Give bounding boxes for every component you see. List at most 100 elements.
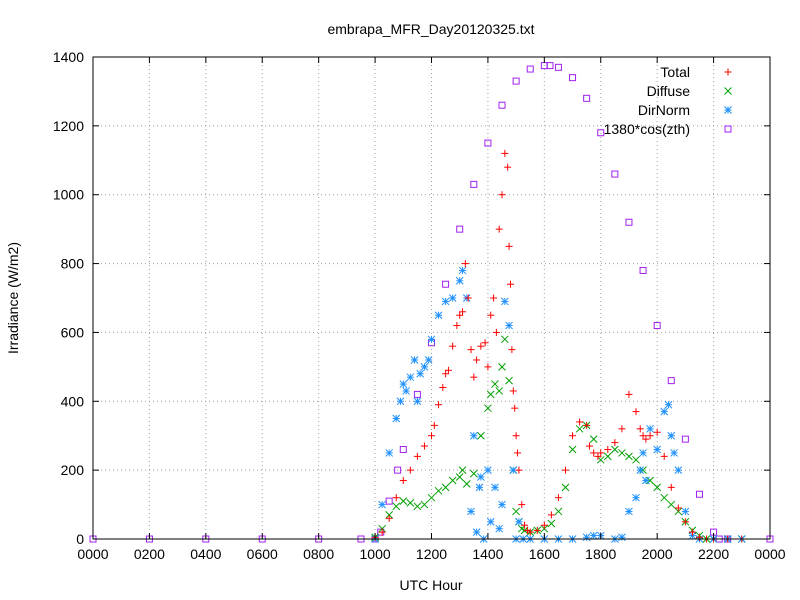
data-point [681,507,690,516]
data-point [435,401,443,409]
data-point [583,94,591,102]
chart-title: embrapa_MFR_Day20120325.txt [327,21,534,37]
data-point [392,502,401,511]
data-point [500,297,509,306]
data-point [477,431,485,440]
data-point [448,476,457,485]
data-point [660,493,669,502]
data-point [688,528,696,536]
legend-label: Total [660,64,690,80]
data-point [413,397,422,406]
data-point [554,507,563,516]
data-point [642,476,650,485]
data-point [399,445,407,453]
data-point [427,493,436,502]
data-point [464,294,472,302]
data-point [667,500,676,509]
data-point [442,280,450,288]
data-point [554,63,562,71]
legend-marker [724,68,732,76]
data-point [484,466,492,474]
data-point [561,466,569,474]
data-point [498,500,506,509]
y-tick-label: 1400 [53,49,84,65]
data-point [399,380,408,388]
data-point [495,387,504,395]
data-point [508,346,516,354]
x-tick-label: 0600 [247,546,278,562]
data-point [569,74,577,82]
data-point [695,533,703,541]
data-point [695,490,703,498]
data-point [582,533,591,542]
data-point [515,466,523,474]
x-tick-label: 0800 [303,546,334,562]
legend-label: DirNorm [638,102,690,118]
data-point [500,335,509,344]
x-tick-label: 1200 [416,546,447,562]
data-point [467,346,475,354]
data-point [498,101,506,109]
legend-label: Diffuse [647,83,691,99]
x-axis-title: UTC Hour [399,577,462,593]
legend-marker [724,125,732,133]
data-point [681,435,689,443]
data-point [660,407,669,416]
data-point [589,435,598,444]
data-point [399,497,408,505]
data-point [625,452,633,461]
data-point [512,507,520,516]
data-point [632,408,640,416]
data-point [653,445,662,454]
data-point [484,139,492,147]
data-point [653,483,662,492]
data-point [568,445,577,454]
data-point [636,466,645,474]
data-point [434,311,443,320]
data-point [430,421,438,429]
data-point [392,414,401,423]
data-point [456,225,464,233]
data-point [618,449,626,457]
data-point [470,180,478,188]
data-point [547,519,556,528]
legend-label: 1380*cos(zth) [604,121,690,137]
data-point [448,294,457,302]
data-point [674,504,682,512]
data-point [611,445,619,454]
x-tick-label: 0000 [77,546,108,562]
data-point [639,449,647,457]
data-point [420,442,428,450]
data-point [484,404,492,413]
data-point [449,342,457,350]
data-point [491,483,499,492]
data-point [453,322,461,330]
data-point [625,390,633,398]
data-point [420,363,429,371]
data-point [569,432,577,440]
data-point [646,432,654,440]
data-point [639,266,647,274]
x-tick-label: 1600 [529,546,560,562]
data-point [540,521,548,529]
data-point [611,170,619,178]
data-point [670,449,678,457]
data-point [410,356,419,364]
data-point [585,442,593,450]
y-axis-title: Irradiance (W/m2) [5,242,21,354]
data-point [646,424,654,433]
data-point [416,369,425,378]
data-point [441,297,450,306]
y-tick-label: 400 [61,393,85,409]
data-point [561,483,570,492]
data-point [604,445,612,453]
data-point [515,517,523,526]
data-point [636,425,644,433]
x-tick-label: 1400 [472,546,503,562]
data-point [420,500,429,509]
data-point [385,449,394,457]
x-tick-label: 0200 [134,546,165,562]
data-point [590,449,598,457]
y-tick-label: 1200 [53,118,84,134]
